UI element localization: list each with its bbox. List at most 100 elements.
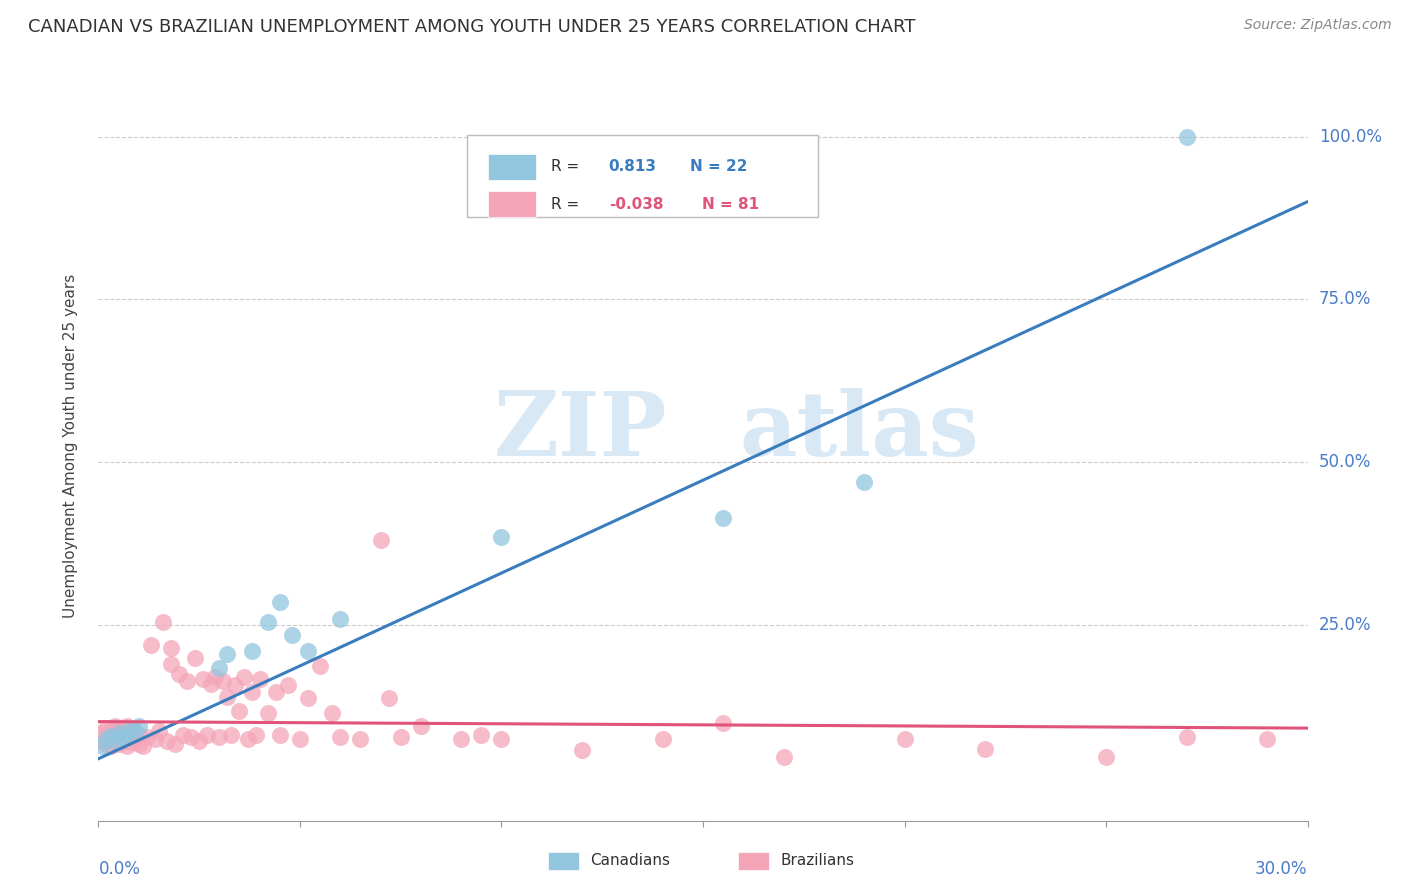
Point xyxy=(120,735,142,749)
Point xyxy=(329,731,352,745)
Point xyxy=(288,732,311,747)
Point xyxy=(1175,129,1198,144)
Point xyxy=(329,612,352,626)
Point xyxy=(236,732,259,747)
FancyBboxPatch shape xyxy=(488,153,536,180)
Point xyxy=(893,732,915,747)
Point xyxy=(91,739,114,753)
Point xyxy=(256,706,278,720)
Point xyxy=(124,732,146,747)
Point xyxy=(269,595,291,609)
Point xyxy=(172,728,194,742)
Point xyxy=(208,731,231,745)
Text: Canadians: Canadians xyxy=(591,854,671,868)
Text: atlas: atlas xyxy=(740,387,979,475)
Point xyxy=(152,615,174,629)
Point xyxy=(163,737,186,751)
Text: 25.0%: 25.0% xyxy=(1319,616,1371,634)
Point xyxy=(115,728,138,742)
Point xyxy=(240,644,263,658)
Point xyxy=(297,691,319,706)
Text: 75.0%: 75.0% xyxy=(1319,291,1371,309)
Point xyxy=(1175,731,1198,745)
Text: 0.0%: 0.0% xyxy=(98,860,141,878)
Point xyxy=(160,657,183,672)
Point xyxy=(193,672,215,686)
Point xyxy=(256,615,278,629)
Point xyxy=(204,670,226,684)
Point xyxy=(281,628,304,642)
Point xyxy=(96,721,118,735)
Point xyxy=(212,673,235,688)
Point xyxy=(195,728,218,742)
Point xyxy=(115,719,138,733)
Point xyxy=(107,737,129,751)
Point xyxy=(370,533,392,548)
Point xyxy=(249,672,271,686)
Point xyxy=(160,640,183,655)
Point xyxy=(103,719,125,733)
Point xyxy=(176,673,198,688)
Point xyxy=(389,731,412,745)
Point xyxy=(321,706,343,720)
Point xyxy=(167,667,190,681)
Point xyxy=(491,732,513,747)
Text: 100.0%: 100.0% xyxy=(1319,128,1382,145)
Point xyxy=(491,530,513,544)
Point xyxy=(148,723,170,738)
Point xyxy=(107,725,129,739)
Point xyxy=(409,719,432,733)
Point xyxy=(184,650,207,665)
Point xyxy=(111,723,134,737)
Point xyxy=(156,734,179,748)
Point xyxy=(349,732,371,747)
Point xyxy=(309,658,332,673)
Point xyxy=(853,475,876,489)
Point xyxy=(100,723,122,737)
Text: CANADIAN VS BRAZILIAN UNEMPLOYMENT AMONG YOUTH UNDER 25 YEARS CORRELATION CHART: CANADIAN VS BRAZILIAN UNEMPLOYMENT AMONG… xyxy=(28,18,915,36)
Text: R =: R = xyxy=(551,197,579,212)
Point xyxy=(103,735,125,749)
Point xyxy=(96,731,118,745)
Point xyxy=(111,734,134,748)
Text: Source: ZipAtlas.com: Source: ZipAtlas.com xyxy=(1244,18,1392,32)
Point xyxy=(100,729,122,743)
Point xyxy=(107,729,129,743)
Point xyxy=(200,677,222,691)
Point xyxy=(128,728,150,742)
Point xyxy=(277,678,299,692)
Point xyxy=(128,737,150,751)
Point xyxy=(91,725,114,739)
Text: R =: R = xyxy=(551,160,579,175)
Point xyxy=(96,737,118,751)
Text: -0.038: -0.038 xyxy=(609,197,664,212)
Point xyxy=(232,670,254,684)
Point xyxy=(91,734,114,748)
Text: 30.0%: 30.0% xyxy=(1256,860,1308,878)
Point xyxy=(217,690,239,704)
Point xyxy=(115,739,138,753)
Point xyxy=(103,734,125,748)
Point xyxy=(297,644,319,658)
Point xyxy=(135,731,157,745)
Point xyxy=(470,728,492,742)
Y-axis label: Unemployment Among Youth under 25 years: Unemployment Among Youth under 25 years xyxy=(63,274,77,618)
FancyBboxPatch shape xyxy=(467,135,818,218)
Point xyxy=(180,731,202,745)
Point xyxy=(124,723,146,738)
Point xyxy=(103,728,125,742)
Point xyxy=(224,678,246,692)
Point xyxy=(115,729,138,743)
Point xyxy=(120,725,142,739)
Point xyxy=(208,660,231,674)
Point xyxy=(221,728,243,742)
Point xyxy=(188,734,211,748)
FancyBboxPatch shape xyxy=(488,191,536,218)
Point xyxy=(269,728,291,742)
Point xyxy=(772,749,794,764)
Point xyxy=(711,510,734,524)
Point xyxy=(1095,749,1118,764)
Point xyxy=(107,723,129,738)
Point xyxy=(974,742,997,756)
Text: 50.0%: 50.0% xyxy=(1319,453,1371,471)
